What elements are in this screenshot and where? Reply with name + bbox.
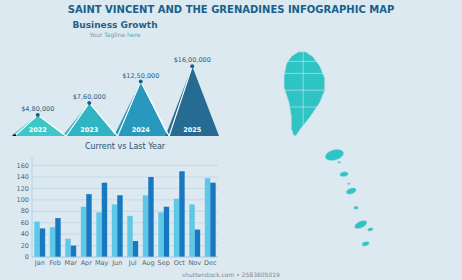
triangle xyxy=(62,103,116,136)
year-label: 2022 xyxy=(29,126,47,134)
small-island xyxy=(339,171,348,177)
peak-dot xyxy=(87,101,91,105)
small-island xyxy=(324,147,345,162)
small-island xyxy=(338,161,341,163)
grid-line xyxy=(32,165,218,166)
bar xyxy=(158,212,163,257)
grid-line xyxy=(32,177,218,178)
bar xyxy=(210,183,215,257)
triangle xyxy=(114,82,168,136)
year-label: 2023 xyxy=(80,126,98,134)
parish-line xyxy=(282,90,328,91)
bar xyxy=(50,227,55,257)
y-tick-label: 140 xyxy=(17,173,29,181)
triangle xyxy=(165,66,219,136)
parish-line xyxy=(282,61,328,62)
x-tick-label: Aug xyxy=(142,259,155,267)
plot-area xyxy=(34,171,215,257)
x-tick-label: Sep xyxy=(158,259,170,267)
bar xyxy=(55,218,60,257)
growth-title: Business Growth xyxy=(72,20,157,30)
small-island xyxy=(367,227,373,231)
value-label: $4,80,000 xyxy=(21,105,54,113)
bar xyxy=(102,183,107,257)
bar xyxy=(71,246,76,257)
plot-area xyxy=(11,64,219,136)
bar xyxy=(40,228,45,257)
y-tick-label: 100 xyxy=(17,196,29,204)
bar xyxy=(195,230,200,257)
small-island xyxy=(361,241,370,247)
value-label: $16,00,000 xyxy=(174,56,211,64)
x-tick-label: Jul xyxy=(128,259,137,267)
year-label: 2024 xyxy=(132,126,151,134)
background xyxy=(0,0,462,280)
x-tick-label: May xyxy=(95,259,109,267)
grid-line xyxy=(32,257,218,258)
y-tick-label: 120 xyxy=(17,185,29,193)
bar xyxy=(112,204,117,257)
y-axis xyxy=(32,157,33,257)
bar-chart: Current vs Last Year 0 20 40 60 80 100 120 140 16… xyxy=(17,142,218,267)
bar-title: Current vs Last Year xyxy=(85,142,166,151)
small-island xyxy=(347,183,350,185)
start-marker xyxy=(13,135,16,137)
y-tick-label: 80 xyxy=(21,207,29,215)
triangle xyxy=(11,115,65,136)
x-axis xyxy=(32,257,218,258)
infographic: SAINT VINCENT AND THE GRENADINES INFOGRA… xyxy=(0,0,462,280)
bar xyxy=(127,216,132,257)
bar xyxy=(34,222,39,257)
bar xyxy=(117,195,122,257)
growth-chart: Business GrowthYour Tagline here 2022 2023… xyxy=(11,20,219,138)
zigzag-line xyxy=(15,66,193,136)
x-tick-label: Apr xyxy=(81,259,93,267)
bar xyxy=(143,195,148,257)
grid-line xyxy=(32,199,218,200)
bar xyxy=(133,241,138,257)
y-tick-label: 60 xyxy=(21,219,29,227)
value-label: $12,50,000 xyxy=(122,72,159,80)
y-tick-label: 40 xyxy=(21,230,29,238)
main-island xyxy=(284,52,325,136)
grid-line xyxy=(32,188,218,189)
peak-dot xyxy=(190,64,194,68)
peak-dot xyxy=(139,80,143,84)
x-tick-label: Nov xyxy=(188,259,201,267)
watermark: shutterstock.com • 2583605019 xyxy=(182,271,280,278)
small-island xyxy=(353,206,358,210)
parish-lines xyxy=(282,52,328,136)
bar xyxy=(65,239,70,257)
main-title: SAINT VINCENT AND THE GRENADINES INFOGRA… xyxy=(68,4,394,15)
bar xyxy=(164,207,169,257)
small-island xyxy=(345,186,357,195)
growth-subtitle: Your Tagline here xyxy=(88,31,140,39)
parish-line xyxy=(282,107,328,108)
x-tick-label: Mar xyxy=(65,259,78,267)
bar xyxy=(148,177,153,257)
small-island xyxy=(353,219,368,231)
y-tick-label: 20 xyxy=(21,242,29,250)
bar xyxy=(189,204,194,257)
x-tick-label: Feb xyxy=(49,259,61,267)
parish-line xyxy=(303,52,304,136)
bar xyxy=(81,207,86,257)
bar xyxy=(96,212,101,257)
x-tick-label: Jun xyxy=(111,259,122,267)
bar xyxy=(205,178,210,257)
bar xyxy=(174,199,179,257)
parish-line xyxy=(282,73,328,74)
x-tick-label: Oct xyxy=(174,259,186,267)
y-tick-label: 0 xyxy=(25,253,29,261)
x-tick-label: Jan xyxy=(34,259,45,267)
bar xyxy=(179,171,184,257)
x-tick-label: Dec xyxy=(204,259,217,267)
y-tick-label: 160 xyxy=(17,162,29,170)
value-label: $7,60,000 xyxy=(73,93,106,101)
map xyxy=(282,52,374,247)
peak-dot xyxy=(36,113,40,117)
year-label: 2025 xyxy=(183,126,202,134)
bar xyxy=(86,194,91,257)
